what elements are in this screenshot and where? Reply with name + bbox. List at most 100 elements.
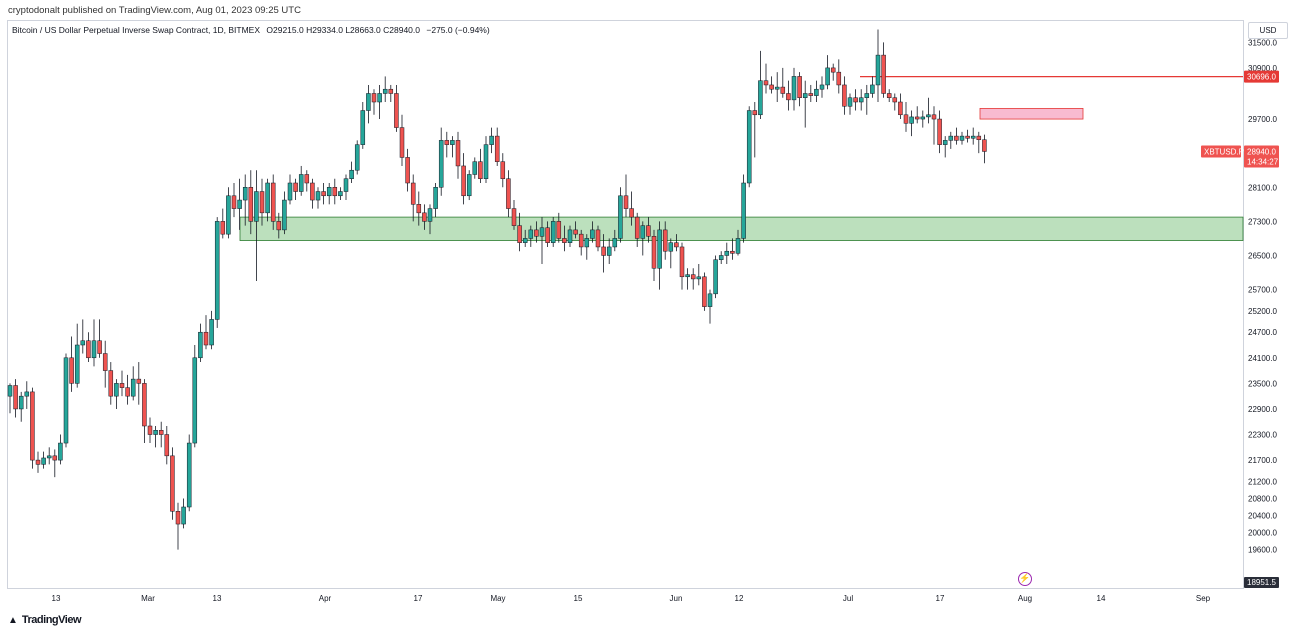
candle-down xyxy=(646,225,651,237)
y-tick-label: 24100.0 xyxy=(1248,354,1277,363)
candle-down xyxy=(125,387,130,397)
candle-down xyxy=(903,114,909,124)
candle-down xyxy=(147,425,153,435)
candle-up xyxy=(590,229,595,239)
candle-down xyxy=(35,459,41,465)
x-tick-label: Jul xyxy=(843,594,853,603)
candle-down xyxy=(30,391,35,461)
candle-up xyxy=(360,110,366,145)
candle-up xyxy=(550,221,556,243)
candle-down xyxy=(405,157,410,184)
supply-zone xyxy=(979,107,1084,120)
candle-down xyxy=(976,135,982,140)
candle-up xyxy=(450,140,455,145)
candle-down xyxy=(730,250,735,254)
x-tick-label: 15 xyxy=(574,594,583,603)
candle-up xyxy=(948,135,954,141)
candle-down xyxy=(808,93,814,96)
candle-up xyxy=(909,116,914,124)
y-tick-label: 26500.0 xyxy=(1248,251,1277,260)
candle-down xyxy=(478,161,483,179)
candle-up xyxy=(847,97,853,107)
candle-down xyxy=(797,76,802,98)
candle-up xyxy=(18,395,24,410)
y-tick-label: 20800.0 xyxy=(1248,494,1277,503)
price-axis[interactable] xyxy=(1243,20,1292,589)
candle-up xyxy=(433,187,438,209)
candle-up xyxy=(41,457,46,465)
symbol-legend: Bitcoin / US Dollar Perpetual Inverse Sw… xyxy=(12,25,490,35)
currency-button[interactable]: USD xyxy=(1248,22,1288,39)
y-tick-label: 22900.0 xyxy=(1248,405,1277,414)
candle-up xyxy=(130,378,136,397)
candle-down xyxy=(786,93,791,101)
candle-up xyxy=(466,174,472,197)
candle-down xyxy=(578,233,584,248)
candle-up xyxy=(870,84,875,94)
candle-up xyxy=(741,182,746,239)
candle-up xyxy=(718,255,724,260)
candle-down xyxy=(690,274,696,280)
candle-down xyxy=(203,331,209,346)
candle-down xyxy=(276,221,282,231)
candle-up xyxy=(382,88,388,94)
bottom-price-label: 18951.5 xyxy=(1247,578,1276,587)
candle-up xyxy=(354,144,360,171)
x-tick-label: 12 xyxy=(735,594,744,603)
candle-down xyxy=(763,80,769,86)
candle-up xyxy=(864,93,870,98)
publish-info: cryptodonalt published on TradingView.co… xyxy=(8,5,301,16)
symbol-badge xyxy=(1201,145,1241,158)
time-ticks: 13 Mar 13 Apr 17 May 15 Jun 12 Jul 17 Aug 14 Sep xyxy=(52,594,1211,603)
candle-up xyxy=(63,357,69,444)
footer-brand[interactable]: ▲ TradingView xyxy=(8,614,82,626)
candle-up xyxy=(724,250,730,256)
candle-down xyxy=(886,93,892,98)
candle-down xyxy=(119,383,125,388)
candle-down xyxy=(836,71,842,86)
candle-down xyxy=(573,229,578,235)
candle-up xyxy=(959,135,965,141)
symbol-title[interactable]: Bitcoin / US Dollar Perpetual Inverse Sw… xyxy=(12,25,261,35)
candle-down xyxy=(13,385,18,410)
candle-up xyxy=(242,187,248,201)
candle-down xyxy=(534,229,539,237)
candle-down xyxy=(511,208,517,226)
candle-up xyxy=(814,88,819,96)
x-tick-label: 17 xyxy=(936,594,945,603)
candle-down xyxy=(982,139,987,152)
candle-up xyxy=(819,84,825,90)
y-tick-label: 23500.0 xyxy=(1248,379,1277,388)
candle-down xyxy=(175,511,181,525)
candle-down xyxy=(595,229,601,248)
candle-up xyxy=(237,199,242,209)
candle-up xyxy=(287,182,293,201)
candle-down xyxy=(702,276,707,307)
candle-down xyxy=(86,340,91,359)
candle-up xyxy=(7,385,13,397)
candle-down xyxy=(388,88,394,94)
candle-down xyxy=(231,195,237,209)
candle-up xyxy=(298,174,304,192)
candle-up xyxy=(657,229,662,269)
symbol-badge-label: XBTUSD.P xyxy=(1204,147,1244,156)
candle-down xyxy=(780,86,786,94)
candle-up xyxy=(802,93,808,98)
candle-down xyxy=(332,187,338,197)
candle-down xyxy=(270,182,276,222)
candle-down xyxy=(898,101,903,116)
candle-up xyxy=(427,208,433,222)
candle-down xyxy=(830,67,836,73)
candle-up xyxy=(584,238,590,248)
candle-up xyxy=(489,135,494,145)
lightning-icon[interactable]: ⚡ xyxy=(1018,572,1032,586)
y-tick-label: 27300.0 xyxy=(1248,217,1277,226)
y-tick-label: 24700.0 xyxy=(1248,328,1277,337)
candle-up xyxy=(970,135,976,139)
candle-down xyxy=(634,216,640,239)
candle-down xyxy=(259,191,265,214)
candle-down xyxy=(954,135,959,141)
candle-up xyxy=(366,93,371,111)
candle-up xyxy=(685,274,690,278)
